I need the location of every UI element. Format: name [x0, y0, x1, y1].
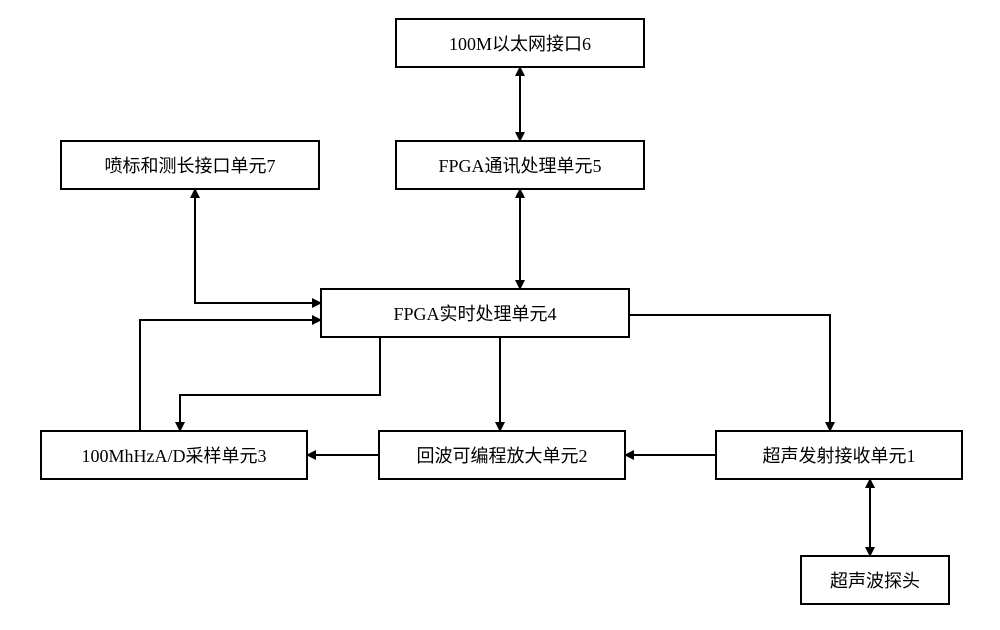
edge: [630, 315, 830, 430]
node-label: 100MhHzA/D采样单元3: [82, 442, 267, 468]
node-label: 100M以太网接口6: [449, 30, 591, 56]
node-tx-rx: 超声发射接收单元1: [715, 430, 963, 480]
node-label: FPGA通讯处理单元5: [438, 152, 601, 178]
edge: [140, 320, 320, 430]
node-ad-sample: 100MhHzA/D采样单元3: [40, 430, 308, 480]
node-fpga-realtime: FPGA实时处理单元4: [320, 288, 630, 338]
node-ethernet: 100M以太网接口6: [395, 18, 645, 68]
node-fpga-comm: FPGA通讯处理单元5: [395, 140, 645, 190]
node-probe: 超声波探头: [800, 555, 950, 605]
edge: [180, 338, 380, 430]
node-marking-unit: 喷标和测长接口单元7: [60, 140, 320, 190]
node-label: 回波可编程放大单元2: [417, 442, 588, 468]
node-label: FPGA实时处理单元4: [393, 300, 556, 326]
edge: [195, 190, 320, 303]
node-label: 超声发射接收单元1: [763, 442, 916, 468]
node-echo-amp: 回波可编程放大单元2: [378, 430, 626, 480]
node-label: 超声波探头: [830, 567, 920, 593]
node-label: 喷标和测长接口单元7: [105, 152, 276, 178]
